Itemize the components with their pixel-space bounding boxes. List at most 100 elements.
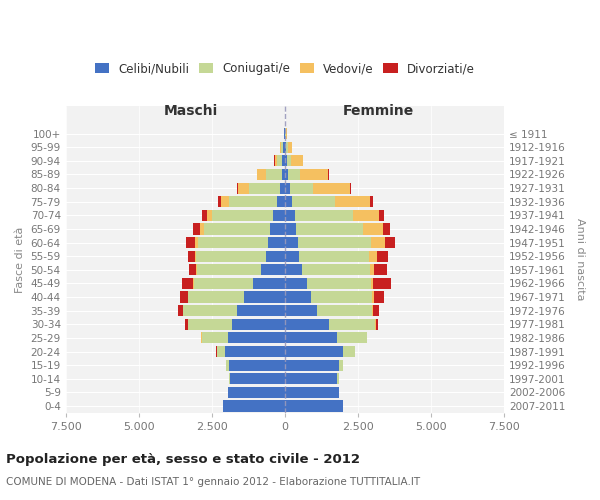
Y-axis label: Anni di nascita: Anni di nascita: [575, 218, 585, 301]
Bar: [202, 332, 228, 344]
Bar: [317, 305, 373, 316]
Bar: [299, 250, 369, 262]
Legend: Celibi/Nubili, Coniugati/e, Vedovi/e, Divorziati/e: Celibi/Nubili, Coniugati/e, Vedovi/e, Di…: [95, 62, 475, 76]
Bar: [178, 305, 183, 316]
Bar: [292, 196, 335, 207]
Bar: [249, 182, 280, 194]
Bar: [273, 210, 285, 221]
Bar: [179, 292, 188, 302]
Bar: [196, 264, 197, 276]
Bar: [385, 237, 395, 248]
Bar: [379, 210, 384, 221]
Bar: [285, 318, 329, 330]
Bar: [337, 373, 338, 384]
Bar: [221, 196, 229, 207]
Bar: [197, 264, 261, 276]
Bar: [253, 278, 285, 289]
Bar: [296, 224, 363, 234]
Bar: [329, 318, 376, 330]
Text: Femmine: Femmine: [343, 104, 414, 118]
Bar: [285, 373, 337, 384]
Bar: [285, 128, 286, 139]
Bar: [373, 292, 374, 302]
Bar: [257, 169, 266, 180]
Bar: [383, 224, 390, 234]
Bar: [226, 360, 229, 370]
Bar: [230, 373, 285, 384]
Bar: [376, 318, 378, 330]
Bar: [285, 182, 290, 194]
Bar: [285, 387, 339, 398]
Bar: [285, 346, 343, 357]
Bar: [285, 278, 307, 289]
Bar: [280, 182, 285, 194]
Bar: [371, 278, 373, 289]
Bar: [295, 210, 353, 221]
Bar: [311, 292, 373, 302]
Bar: [193, 224, 200, 234]
Bar: [337, 332, 367, 344]
Bar: [229, 196, 277, 207]
Bar: [307, 278, 371, 289]
Bar: [371, 237, 385, 248]
Text: Maschi: Maschi: [164, 104, 218, 118]
Bar: [277, 196, 285, 207]
Bar: [374, 264, 387, 276]
Bar: [185, 318, 188, 330]
Bar: [285, 210, 295, 221]
Bar: [237, 182, 238, 194]
Bar: [244, 292, 285, 302]
Bar: [228, 387, 285, 398]
Bar: [353, 210, 379, 221]
Bar: [285, 250, 299, 262]
Bar: [283, 156, 285, 166]
Bar: [285, 332, 337, 344]
Bar: [285, 142, 286, 153]
Bar: [302, 264, 370, 276]
Bar: [229, 373, 230, 384]
Bar: [285, 264, 302, 276]
Bar: [285, 196, 292, 207]
Bar: [200, 224, 204, 234]
Bar: [350, 182, 351, 194]
Bar: [339, 360, 343, 370]
Bar: [373, 278, 391, 289]
Bar: [285, 305, 317, 316]
Bar: [187, 237, 195, 248]
Bar: [377, 250, 388, 262]
Y-axis label: Fasce di età: Fasce di età: [15, 226, 25, 293]
Bar: [283, 142, 285, 153]
Bar: [182, 278, 193, 289]
Bar: [228, 332, 285, 344]
Bar: [195, 237, 198, 248]
Bar: [285, 169, 288, 180]
Bar: [200, 332, 202, 344]
Bar: [277, 156, 283, 166]
Bar: [217, 346, 225, 357]
Bar: [335, 196, 370, 207]
Bar: [271, 224, 285, 234]
Bar: [184, 305, 236, 316]
Bar: [232, 318, 285, 330]
Bar: [290, 182, 313, 194]
Bar: [266, 250, 285, 262]
Bar: [288, 169, 300, 180]
Bar: [188, 250, 194, 262]
Bar: [287, 156, 292, 166]
Bar: [188, 264, 196, 276]
Bar: [212, 210, 273, 221]
Bar: [313, 182, 350, 194]
Bar: [266, 169, 281, 180]
Bar: [374, 292, 384, 302]
Bar: [373, 305, 379, 316]
Bar: [288, 142, 292, 153]
Bar: [370, 196, 373, 207]
Bar: [292, 156, 303, 166]
Bar: [188, 292, 244, 302]
Bar: [285, 156, 287, 166]
Bar: [285, 224, 296, 234]
Bar: [370, 264, 374, 276]
Bar: [298, 237, 371, 248]
Bar: [236, 305, 285, 316]
Bar: [188, 318, 232, 330]
